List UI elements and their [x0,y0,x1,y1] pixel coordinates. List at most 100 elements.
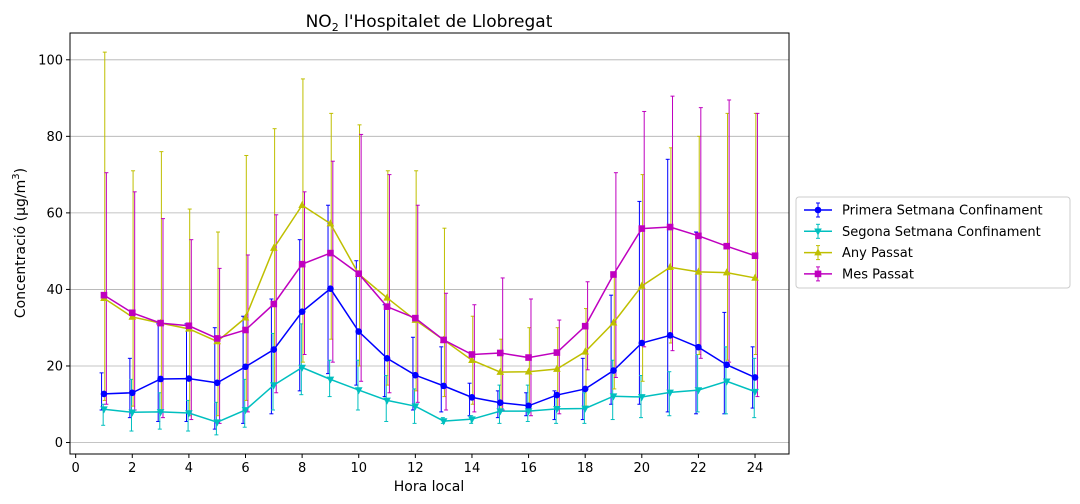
series-markers [100,200,759,427]
x-tick-label: 4 [185,461,193,476]
data-point [666,389,674,397]
data-point [609,318,618,326]
x-tick-label: 6 [241,461,249,476]
data-point [326,219,335,227]
data-point [694,267,703,275]
data-point [723,242,731,250]
data-point [666,262,674,271]
data-point [553,364,561,372]
data-point [411,403,420,411]
data-point [524,408,533,416]
data-point [157,375,164,383]
y-axis-label: Concentració (μg/m3) [11,168,29,318]
data-point [128,389,136,397]
x-tick-label: 2 [128,461,136,476]
data-point [638,339,646,347]
data-point [609,393,618,401]
x-tick-label: 14 [464,461,481,476]
legend-label: Primera Setmana Confinament [842,204,1043,219]
data-point [128,409,137,417]
series-lines [103,204,756,424]
data-point [270,382,278,390]
data-point [695,343,702,351]
data-point [270,243,278,251]
data-point [751,388,759,396]
data-point [440,336,447,344]
data-point [213,335,221,342]
data-point [581,405,589,413]
data-point [722,378,731,386]
data-point [468,394,476,401]
data-point [695,232,702,240]
data-point [242,326,249,334]
data-point [524,367,533,375]
data-point [128,309,136,317]
data-point [751,374,759,381]
data-point [468,351,476,358]
data-point [440,382,447,390]
data-point [128,312,137,320]
legend-marker [814,206,822,214]
data-point [241,313,250,321]
data-point [638,394,646,402]
data-point [581,347,589,355]
x-tick-label: 16 [520,461,537,476]
data-point [638,281,646,289]
chart-title: NO2 l'Hospitalet de Llobregat [306,12,553,34]
data-point [298,364,306,372]
data-point [525,402,532,410]
y-tick-label: 60 [46,206,63,221]
data-point [270,300,278,308]
data-point [383,397,391,405]
data-point [412,314,419,322]
data-point [553,391,561,399]
data-point [185,322,193,330]
data-point [383,303,391,310]
data-point [326,376,335,384]
x-tick-label: 20 [634,461,651,476]
legend-marker [814,228,822,236]
data-point [610,271,617,278]
data-point [383,355,391,362]
legend: Primera Setmana Confinament Segona Setman… [795,196,1071,289]
plot-frame [69,32,790,455]
data-point [553,349,561,356]
data-point [412,371,419,379]
data-point [355,328,363,335]
data-point [496,367,505,375]
error-bars [99,51,760,436]
data-point [610,367,617,374]
series-line [103,204,756,373]
x-tick-label: 18 [577,461,594,476]
data-point [298,200,306,209]
gridlines [70,59,789,443]
legend-label: Mes Passat [842,267,914,282]
data-point [213,419,221,427]
legend-label: Any Passat [842,246,913,261]
data-point [157,319,164,327]
data-point [298,260,306,268]
legend-label: Segona Setmana Confinament [842,225,1041,240]
y-tick-label: 0 [55,436,63,451]
data-point [638,225,646,232]
series-line [103,287,756,407]
x-tick-label: 12 [407,461,424,476]
data-point [751,273,759,281]
data-point [496,408,505,416]
data-point [525,354,532,361]
data-point [496,399,504,407]
data-point [242,363,249,371]
data-point [298,308,306,315]
data-point [327,285,334,292]
x-tick-label: 10 [350,461,367,476]
data-point [327,249,334,257]
data-point [496,349,504,357]
y-tick-label: 40 [46,283,63,298]
data-point [270,346,278,353]
data-point [383,293,391,301]
data-point [355,270,363,278]
y-tick-label: 20 [46,359,63,374]
x-tick-label: 24 [747,461,764,476]
data-point [694,387,703,395]
